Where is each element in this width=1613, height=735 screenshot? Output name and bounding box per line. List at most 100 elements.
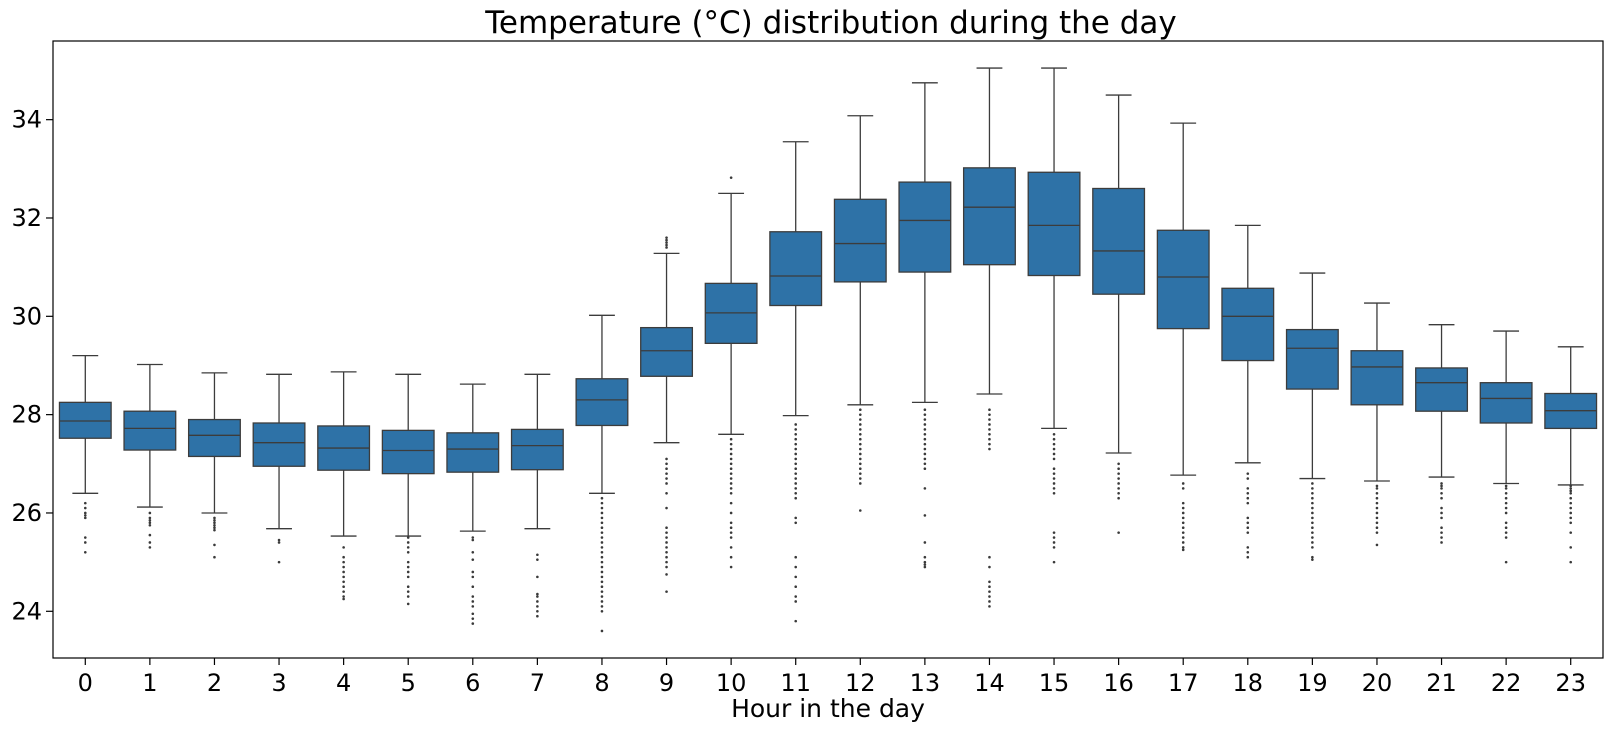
outlier-point (600, 550, 604, 554)
outlier-point (471, 538, 475, 542)
outlier-point (471, 550, 475, 554)
outlier-point (665, 492, 668, 495)
outlier-point (406, 590, 410, 593)
outlier-point (665, 526, 668, 530)
outlier-point (729, 531, 733, 534)
outlier-point (1311, 536, 1314, 539)
outlier-point (342, 597, 345, 601)
outlier-point (665, 472, 668, 475)
x-tick-label: 2 (207, 669, 222, 697)
outlier-point (1440, 526, 1443, 530)
box-group-hour-23 (1544, 346, 1598, 564)
outlier-point (536, 600, 539, 603)
outlier-point (1375, 526, 1379, 530)
outlier-point (471, 605, 475, 608)
outlier-point (600, 521, 604, 525)
outlier-point (858, 428, 862, 431)
outlier-point (1375, 521, 1379, 525)
x-tick-label: 16 (1103, 669, 1134, 697)
outlier-point (988, 595, 991, 598)
outlier-point (665, 238, 668, 242)
outlier-point (923, 408, 927, 412)
box-group-hour-20 (1350, 302, 1404, 547)
outlier-point (536, 575, 539, 579)
box-iqr (1479, 382, 1533, 424)
outlier-point (1181, 546, 1185, 549)
box-iqr (640, 326, 694, 377)
outlier-point (665, 536, 668, 539)
outlier-point (1569, 487, 1573, 490)
box-group-hour-17 (1156, 122, 1210, 552)
outlier-point (1117, 496, 1120, 500)
outlier-point (988, 565, 991, 569)
outlier-point (794, 487, 798, 490)
outlier-point (923, 437, 927, 441)
y-tick-label: 26 (11, 499, 42, 527)
outlier-point (1181, 548, 1185, 552)
x-tick-label: 14 (974, 669, 1005, 697)
outlier-point (600, 516, 604, 520)
outlier-point (342, 580, 345, 584)
x-tick-label: 12 (845, 669, 876, 697)
outlier-point (1181, 526, 1185, 530)
outlier-point (1375, 511, 1379, 515)
outlier-point (1569, 496, 1573, 500)
box-group-hour-3 (252, 373, 306, 564)
box-group-hour-16 (1092, 94, 1146, 534)
x-tick-label: 7 (530, 669, 545, 697)
outlier-point (923, 462, 927, 466)
outlier-point (1117, 482, 1120, 485)
outlier-point (988, 437, 991, 441)
outlier-point (794, 482, 798, 485)
outlier-point (729, 437, 733, 441)
outlier-point (794, 496, 798, 500)
y-tick-label: 30 (11, 302, 42, 330)
box-iqr (446, 432, 500, 473)
outlier-point (471, 600, 475, 603)
outlier-point (729, 536, 733, 539)
box-iqr (510, 428, 564, 471)
outlier-point (1246, 501, 1250, 505)
outlier-point (83, 501, 87, 505)
outlier-point (665, 236, 668, 239)
outlier-point (1375, 492, 1379, 495)
box-group-hour-22 (1479, 330, 1533, 564)
x-tick-label: 11 (780, 669, 811, 697)
outlier-point (665, 477, 668, 480)
outlier-point (1311, 531, 1314, 534)
outlier-point (858, 408, 862, 412)
box-group-hour-0 (58, 354, 112, 554)
box-group-hour-2 (187, 372, 241, 559)
outlier-point (1375, 516, 1379, 520)
outlier-point (1569, 501, 1573, 505)
outlier-point (1052, 472, 1056, 475)
outlier-point (665, 246, 668, 249)
box-group-hour-21 (1415, 324, 1469, 544)
outlier-point (83, 506, 87, 510)
outlier-point (988, 428, 991, 431)
outlier-point (1504, 531, 1508, 534)
box-iqr (1285, 328, 1339, 390)
x-tick-label: 6 (465, 669, 480, 697)
box-iqr (1221, 287, 1275, 362)
outlier-point (471, 595, 475, 598)
outlier-point (536, 558, 539, 561)
outlier-point (406, 560, 410, 564)
outlier-point (1569, 516, 1573, 520)
outlier-point (794, 492, 798, 495)
outlier-point (858, 418, 862, 421)
outlier-point (1569, 521, 1573, 525)
outlier-point (1569, 511, 1573, 515)
x-tick-label: 18 (1233, 669, 1264, 697)
outlier-point (665, 482, 668, 485)
outlier-point (471, 612, 475, 616)
outlier-point (406, 595, 410, 598)
outlier-point (794, 472, 798, 475)
outlier-point (342, 565, 345, 569)
outlier-point (1117, 467, 1120, 471)
x-tick-label: 3 (271, 669, 286, 697)
outlier-point (1052, 541, 1056, 544)
outlier-point (923, 433, 927, 436)
box-group-hour-1 (123, 363, 177, 549)
